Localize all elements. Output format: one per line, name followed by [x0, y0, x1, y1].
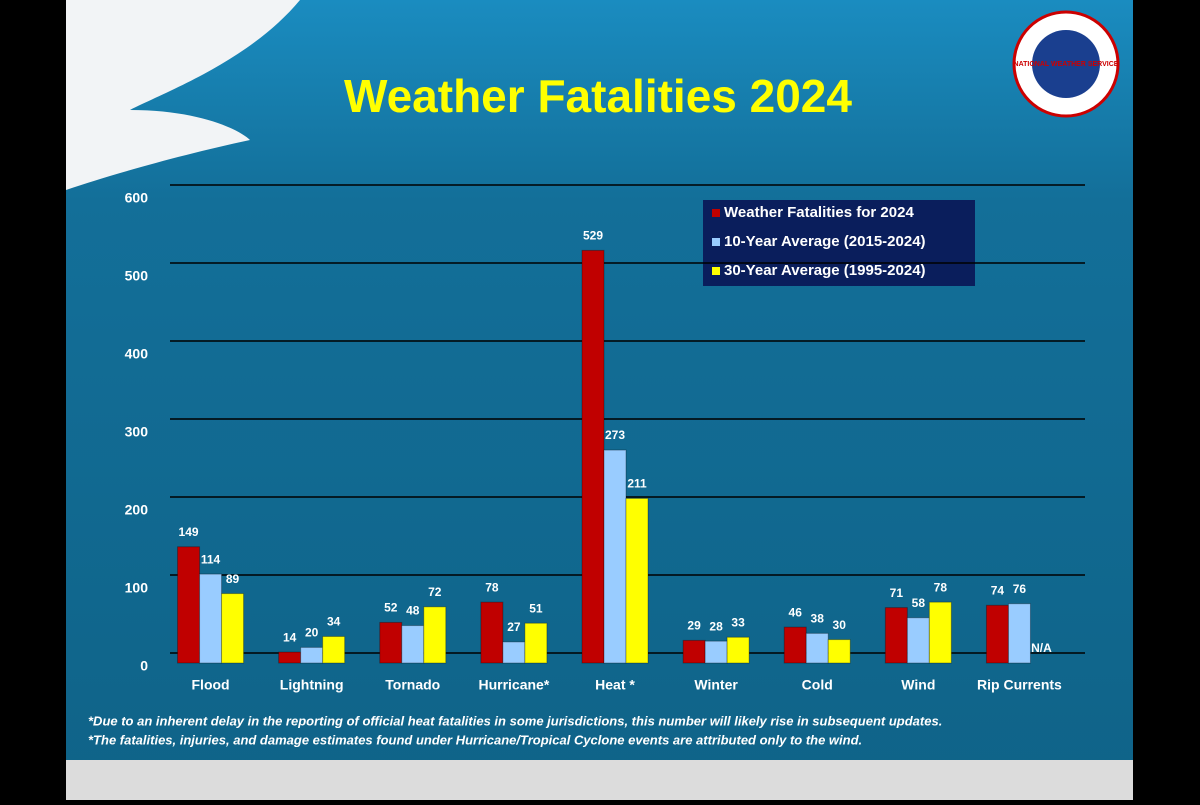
bar [625, 497, 649, 664]
x-tick-label: Tornado [385, 677, 440, 693]
y-tick-label: 300 [125, 424, 149, 440]
chart-title: Weather Fatalities 2024 [344, 70, 852, 122]
value-label: 89 [226, 572, 240, 586]
value-label: 78 [485, 580, 499, 594]
value-label: 529 [583, 229, 603, 243]
value-label: 114 [201, 552, 221, 566]
legend-label: 30-Year Average (1995-2024) [724, 262, 926, 279]
value-label: 29 [687, 619, 701, 633]
bar [985, 604, 1009, 664]
bar [906, 617, 930, 664]
bar [682, 639, 706, 664]
y-tick-label: 0 [140, 658, 148, 674]
bar [379, 621, 403, 664]
bar [704, 640, 728, 664]
x-tick-label: Flood [192, 677, 230, 693]
bar [300, 646, 324, 664]
x-tick-label: Wind [901, 677, 935, 693]
legend-label: 10-Year Average (2015-2024) [724, 233, 926, 250]
value-label: 58 [912, 596, 926, 610]
value-label: 33 [731, 615, 745, 629]
value-label: 149 [179, 525, 199, 539]
y-tick-label: 100 [125, 580, 149, 596]
value-label: 51 [529, 601, 543, 615]
bar [581, 249, 605, 664]
value-label: 74 [991, 583, 1005, 597]
x-tick-label: Cold [802, 677, 833, 693]
value-label: 20 [305, 626, 319, 640]
logo-text: NATIONAL WEATHER SERVICE [1014, 61, 1119, 68]
bar [502, 641, 526, 664]
y-tick-label: 200 [125, 502, 149, 518]
value-label: 78 [934, 580, 948, 594]
slide-footer [66, 760, 1133, 800]
value-label: 27 [507, 620, 521, 634]
bar [1007, 603, 1031, 664]
bar [783, 626, 807, 664]
x-tick-label: Lightning [280, 677, 344, 693]
value-label: 30 [833, 618, 847, 632]
value-label: 71 [890, 586, 904, 600]
y-tick-label: 400 [125, 346, 149, 362]
value-label: 76 [1013, 582, 1027, 596]
bar [278, 651, 302, 664]
logo: NATIONAL WEATHER SERVICE [1012, 10, 1120, 118]
value-label: 72 [428, 585, 442, 599]
bar [480, 601, 504, 664]
value-label: 46 [789, 605, 803, 619]
legend [703, 200, 975, 286]
bar [177, 546, 201, 664]
bar [726, 636, 750, 664]
value-label: 34 [327, 615, 341, 629]
footnote: *The fatalities, injuries, and damage es… [88, 732, 862, 747]
bar [221, 593, 245, 664]
legend-swatch [712, 267, 720, 275]
value-label: 52 [384, 601, 398, 615]
bar [423, 606, 447, 664]
bar [928, 601, 952, 664]
legend-swatch [712, 209, 720, 217]
y-tick-label: 500 [125, 268, 149, 284]
x-tick-label: Rip Currents [977, 677, 1062, 693]
bar [827, 639, 851, 664]
bar [199, 573, 223, 664]
bar [603, 449, 627, 664]
value-label: 211 [627, 477, 647, 491]
value-label: 28 [709, 619, 723, 633]
x-tick-label: Hurricane* [478, 677, 549, 693]
y-tick-label: 600 [125, 190, 149, 206]
bar [524, 622, 548, 664]
value-label: 273 [605, 428, 625, 442]
bar [805, 632, 829, 664]
bar [322, 635, 346, 664]
value-label: 14 [283, 630, 297, 644]
footnote: *Due to an inherent delay in the reporti… [88, 713, 942, 728]
bar [884, 607, 908, 664]
bar [401, 625, 425, 664]
x-tick-label: Winter [694, 677, 738, 693]
legend-label: Weather Fatalities for 2024 [724, 204, 914, 221]
value-label: 38 [811, 612, 825, 626]
decoration [66, 0, 300, 190]
value-label: 48 [406, 604, 420, 618]
legend-swatch [712, 238, 720, 246]
value-label: N/A [1031, 641, 1052, 655]
x-tick-label: Heat * [595, 677, 635, 693]
